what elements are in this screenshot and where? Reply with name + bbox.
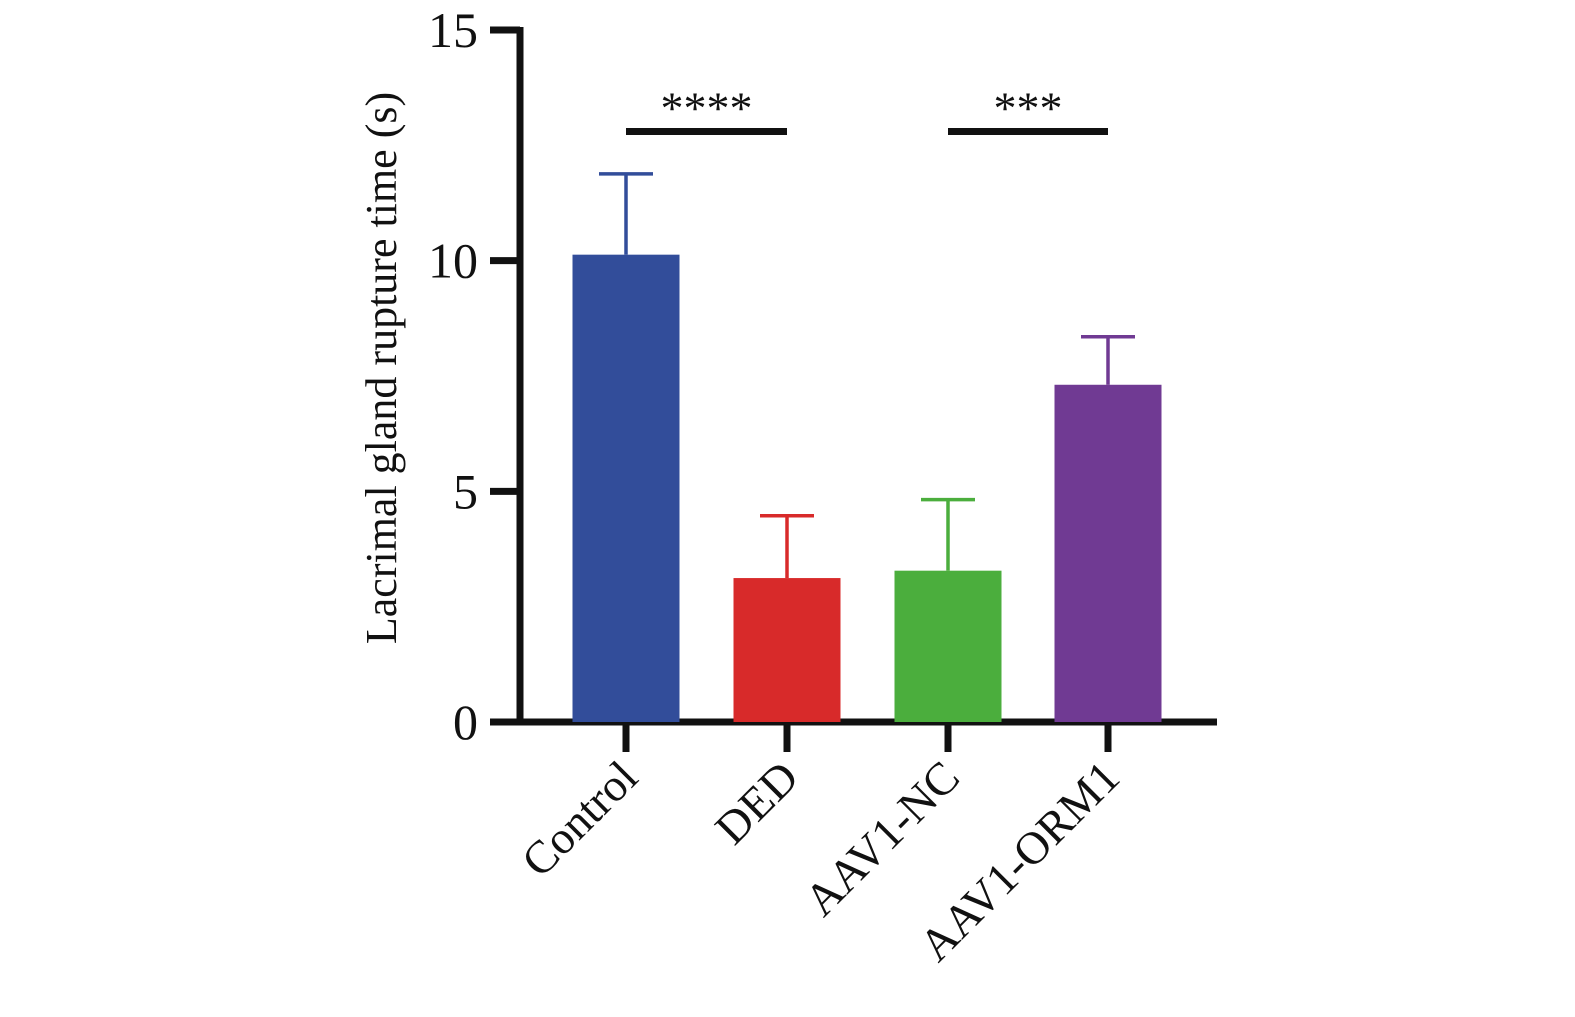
bar-control xyxy=(572,254,680,723)
significance-label: **** xyxy=(661,82,753,133)
bar-ded xyxy=(733,578,841,722)
x-tick-label: AAV1-NC xyxy=(794,751,969,926)
bars xyxy=(572,172,1162,723)
y-tick-label: 0 xyxy=(453,694,478,750)
y-axis-label: Lacrimal gland rupture time (s) xyxy=(357,92,406,644)
significance-annotations: **** *** xyxy=(626,82,1108,135)
bar-aav1-orm1 xyxy=(1054,384,1162,722)
y-tick-label: 15 xyxy=(428,2,478,58)
x-tick-label: DED xyxy=(705,751,808,854)
x-tick-label: Control xyxy=(512,751,647,886)
y-tick-label: 5 xyxy=(453,463,478,519)
bar-aav1-nc xyxy=(894,570,1002,722)
y-tick-label: 10 xyxy=(428,233,478,289)
significance-label: *** xyxy=(994,82,1063,133)
